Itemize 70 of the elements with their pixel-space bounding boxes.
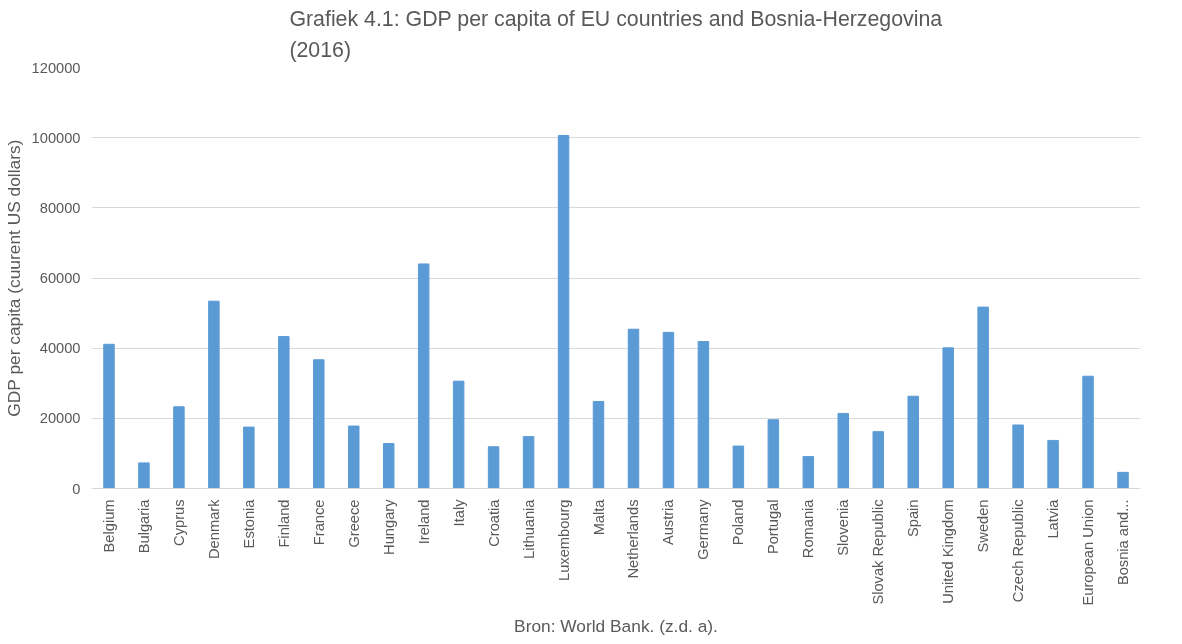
bar xyxy=(942,347,954,489)
bar xyxy=(278,336,290,489)
bar xyxy=(1047,439,1059,489)
x-tick-label: Finland xyxy=(275,499,292,548)
x-tick-label: Malta xyxy=(590,498,607,536)
bar xyxy=(1082,375,1094,489)
bar xyxy=(522,436,535,489)
y-tick-label: 120000 xyxy=(31,59,81,76)
bar xyxy=(1117,471,1129,489)
y-tick-label: 0 xyxy=(72,480,81,497)
x-tick-label: Portugal xyxy=(765,499,782,555)
bar xyxy=(452,380,465,489)
text: Bron: World Bank. (z.d. a). xyxy=(514,615,718,636)
x-tick-label: Romania xyxy=(800,498,817,559)
bar xyxy=(872,431,884,489)
y-tick-label: 60000 xyxy=(39,270,81,286)
bar xyxy=(382,443,395,489)
y-axis-title: GDP per capita (cuurent US dollars) xyxy=(3,139,24,417)
x-tick-label: Spain xyxy=(905,499,922,537)
x-tick-label: Netherlands xyxy=(625,499,642,579)
x-tick-label: Croatia xyxy=(485,498,502,547)
bar xyxy=(802,456,815,489)
x-tick-label: Denmark xyxy=(205,498,222,559)
x-tick-label: Hungary xyxy=(380,498,397,555)
bar xyxy=(732,445,745,489)
bar xyxy=(417,263,430,489)
bar xyxy=(487,446,500,489)
x-tick-label: European Union xyxy=(1080,499,1097,606)
bar xyxy=(592,400,605,489)
x-tick-label: Poland xyxy=(730,499,747,546)
bar xyxy=(313,359,325,489)
x-tick-label: Luxembourg xyxy=(555,499,572,581)
x-tick-label: Slovenia xyxy=(835,498,852,556)
x-tick-label: Italy xyxy=(450,498,467,527)
x-tick-label: Germany xyxy=(695,498,712,560)
x-tick-label: Cyprus xyxy=(170,499,187,546)
y-tick-label: 100000 xyxy=(31,129,81,146)
x-tick-label: Ireland xyxy=(415,499,432,545)
x-tick-label: Belgium xyxy=(100,499,117,553)
y-tick-label: 80000 xyxy=(39,199,81,216)
bar xyxy=(208,300,220,489)
y-tick-label: 40000 xyxy=(39,340,81,357)
bar xyxy=(557,135,570,489)
bar xyxy=(697,341,710,489)
x-tick-label: Bulgaria xyxy=(135,498,152,554)
bar xyxy=(243,426,255,489)
x-tick-label: Slovak Republic xyxy=(870,499,887,605)
bar xyxy=(977,306,989,489)
x-tick-label: Austria xyxy=(660,498,677,546)
x-tick-label: France xyxy=(310,499,327,546)
bar xyxy=(662,331,675,489)
x-tick-label: Sweden xyxy=(975,499,992,553)
x-tick-label: United Kingdom xyxy=(940,499,957,604)
bar xyxy=(907,395,919,489)
x-tick-label: Estonia xyxy=(240,498,257,549)
bar xyxy=(767,419,780,489)
bar xyxy=(627,328,640,489)
bar xyxy=(837,412,850,489)
x-tick-label: Czech Republic xyxy=(1010,499,1027,603)
chart-title: Grafiek 4.1: GDP per capita of EU countries and Bosnia-Herzegovina (2016) xyxy=(289,7,943,63)
x-tick-label: Bosnia and... xyxy=(1115,499,1132,586)
bar xyxy=(348,425,360,489)
bar xyxy=(1012,424,1024,489)
x-tick-label: Lithuania xyxy=(520,498,537,559)
y-tick-label: 20000 xyxy=(39,410,81,427)
bar xyxy=(173,406,185,489)
bar xyxy=(138,462,150,489)
x-tick-label: Greece xyxy=(345,499,362,548)
x-tick-label: Latvia xyxy=(1045,498,1062,539)
bar xyxy=(103,343,115,489)
